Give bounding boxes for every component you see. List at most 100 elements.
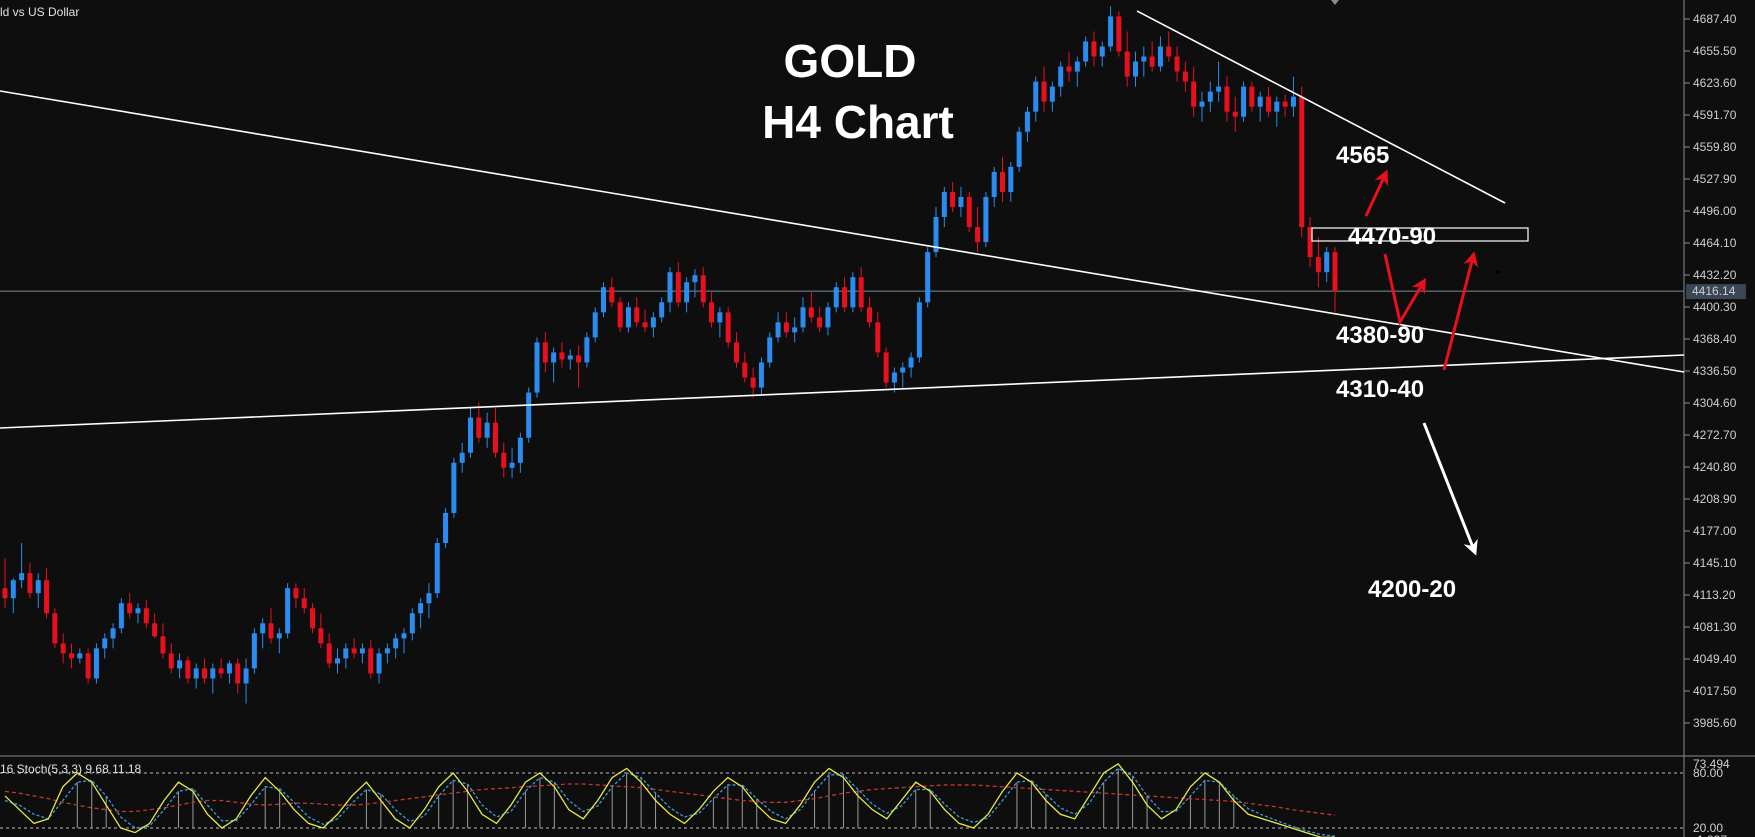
candle-body: [534, 342, 540, 393]
candlesticks: [2, 6, 1338, 704]
candle-body: [576, 355, 582, 363]
candle-body: [326, 643, 332, 664]
current-price-tag: [1686, 284, 1746, 300]
candle-body: [1108, 16, 1114, 47]
candle-body: [1149, 56, 1155, 67]
candle-body: [418, 603, 424, 614]
candle-body: [875, 322, 881, 353]
candle-body: [1216, 86, 1222, 92]
candle-body: [1008, 166, 1014, 192]
candle-body: [1083, 41, 1089, 62]
candle-body: [900, 367, 906, 373]
candle-body: [908, 357, 914, 368]
candle-body: [808, 307, 814, 318]
candle-body: [625, 307, 631, 328]
candle-body: [1324, 252, 1330, 273]
descending-trendline: [0, 90, 1685, 373]
price-tick-label: 4049.40: [1693, 652, 1737, 666]
price-tick-label: 4081.30: [1693, 620, 1737, 634]
candle-body: [1091, 41, 1097, 57]
candle-body: [1199, 101, 1205, 107]
candle-body: [102, 638, 108, 649]
arrow-bounce-from-4310: [1442, 251, 1479, 371]
candle-body: [1232, 111, 1238, 117]
candle-body: [725, 312, 731, 343]
candle-body: [2, 588, 8, 599]
price-tick-label: 4208.90: [1693, 492, 1737, 506]
stochastic-tick-label: -1.837: [1693, 833, 1727, 837]
candle-body: [160, 636, 166, 654]
candle-body: [218, 668, 224, 674]
candle-body: [675, 272, 681, 303]
candle-body: [542, 342, 548, 363]
candle-body: [817, 317, 823, 328]
candle-body: [476, 417, 482, 438]
candle-body: [409, 613, 415, 634]
level-label-4565: 4565: [1336, 142, 1389, 169]
candle-body: [833, 287, 839, 308]
candle-body: [526, 392, 532, 438]
candle-body: [975, 227, 981, 243]
candle-body: [268, 623, 274, 639]
candle-body: [642, 322, 648, 328]
candle-body: [634, 307, 640, 323]
price-tick-label: 3985.60: [1693, 716, 1737, 730]
candle-body: [592, 312, 598, 338]
candle-body: [925, 252, 931, 303]
stochastic-signal-line: [4, 767, 1336, 837]
candle-body: [69, 653, 74, 659]
candle-body: [734, 342, 739, 363]
candle-body: [351, 648, 357, 654]
candle-body: [1099, 46, 1105, 57]
candle-body: [293, 588, 299, 599]
stochastic-main-line: [4, 762, 1336, 837]
candle-body: [1058, 66, 1064, 87]
price-tick-label: 4559.80: [1693, 140, 1737, 154]
candle-body: [318, 628, 324, 644]
price-tick-label: 4017.50: [1693, 684, 1737, 698]
candle-body: [775, 322, 781, 338]
candle-body: [185, 660, 191, 679]
candle-body: [517, 437, 523, 463]
candle-body: [110, 628, 116, 639]
stochastic-tick-label: 20.00: [1693, 821, 1723, 835]
candle-body: [958, 196, 964, 207]
candle-body: [584, 337, 590, 363]
candle-body: [1041, 81, 1047, 102]
candle-body: [1332, 252, 1338, 292]
price-tick-label: 4655.50: [1693, 44, 1737, 58]
candle-body: [1290, 96, 1296, 107]
candle-body: [226, 663, 232, 674]
crosshair-dot: [1496, 270, 1500, 274]
candle-body: [1266, 96, 1271, 112]
resistance-zone-box: [1311, 227, 1529, 242]
candle-body: [509, 462, 515, 468]
candle-body: [393, 638, 399, 649]
candle-body: [1191, 81, 1197, 107]
candle-body: [1182, 71, 1188, 82]
candle-body: [310, 608, 316, 629]
candle-body: [193, 668, 199, 679]
candle-body: [484, 422, 490, 438]
candle-body: [210, 668, 216, 679]
candle-body: [991, 171, 997, 197]
symbol-label: ld vs US Dollar: [0, 5, 79, 19]
candle-body: [1207, 91, 1213, 102]
candle-body: [601, 287, 606, 313]
price-tick-label: 4177.00: [1693, 524, 1737, 538]
price-tick-label: 4113.20: [1693, 588, 1736, 602]
candle-body: [567, 355, 573, 360]
candle-body: [1133, 61, 1138, 77]
price-tick-label: 4304.60: [1693, 396, 1737, 410]
candle-body: [10, 580, 16, 599]
candle-body: [1282, 101, 1288, 107]
arrow-down-to-4200: [1422, 422, 1478, 556]
price-tick-label: 4336.50: [1693, 364, 1737, 378]
candle-body: [758, 362, 764, 388]
price-tick-label: 4368.40: [1693, 332, 1737, 346]
candle-body: [1307, 227, 1313, 258]
current-price-label: 4416.14: [1692, 284, 1736, 298]
candle-body: [276, 633, 282, 639]
candle-body: [916, 302, 922, 358]
